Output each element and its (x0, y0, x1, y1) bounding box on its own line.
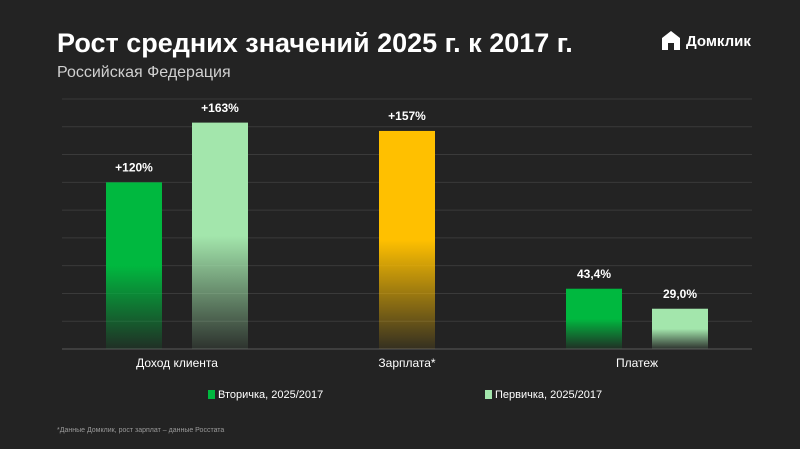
legend-label: Первичка, 2025/2017 (495, 389, 602, 401)
x-tick-label: Зарплата* (378, 356, 436, 370)
value-label: 29,0% (663, 287, 697, 301)
bar (379, 130, 435, 349)
legend-label: Вторичка, 2025/2017 (218, 389, 323, 401)
legend-swatch (208, 390, 215, 399)
bar (566, 288, 622, 349)
x-tick-label: Доход клиента (136, 356, 218, 370)
value-label: +163% (201, 101, 239, 115)
chart-subtitle: Российская Федерация (57, 64, 231, 81)
chart-title: Рост средних значений 2025 г. к 2017 г. (57, 28, 573, 58)
bar (652, 308, 708, 349)
legend-swatch (485, 390, 492, 399)
value-label: 43,4% (577, 267, 611, 281)
footnote: *Данные Домклик, рост зарплат – данные Р… (57, 427, 224, 434)
x-tick-label: Платеж (616, 356, 658, 370)
bar (192, 122, 248, 349)
value-label: +157% (388, 109, 426, 123)
value-label: +120% (115, 161, 153, 175)
brand: Домклик (686, 33, 751, 50)
logo: Домклик (662, 31, 751, 50)
logo-icon (662, 31, 680, 50)
bar (106, 182, 162, 349)
